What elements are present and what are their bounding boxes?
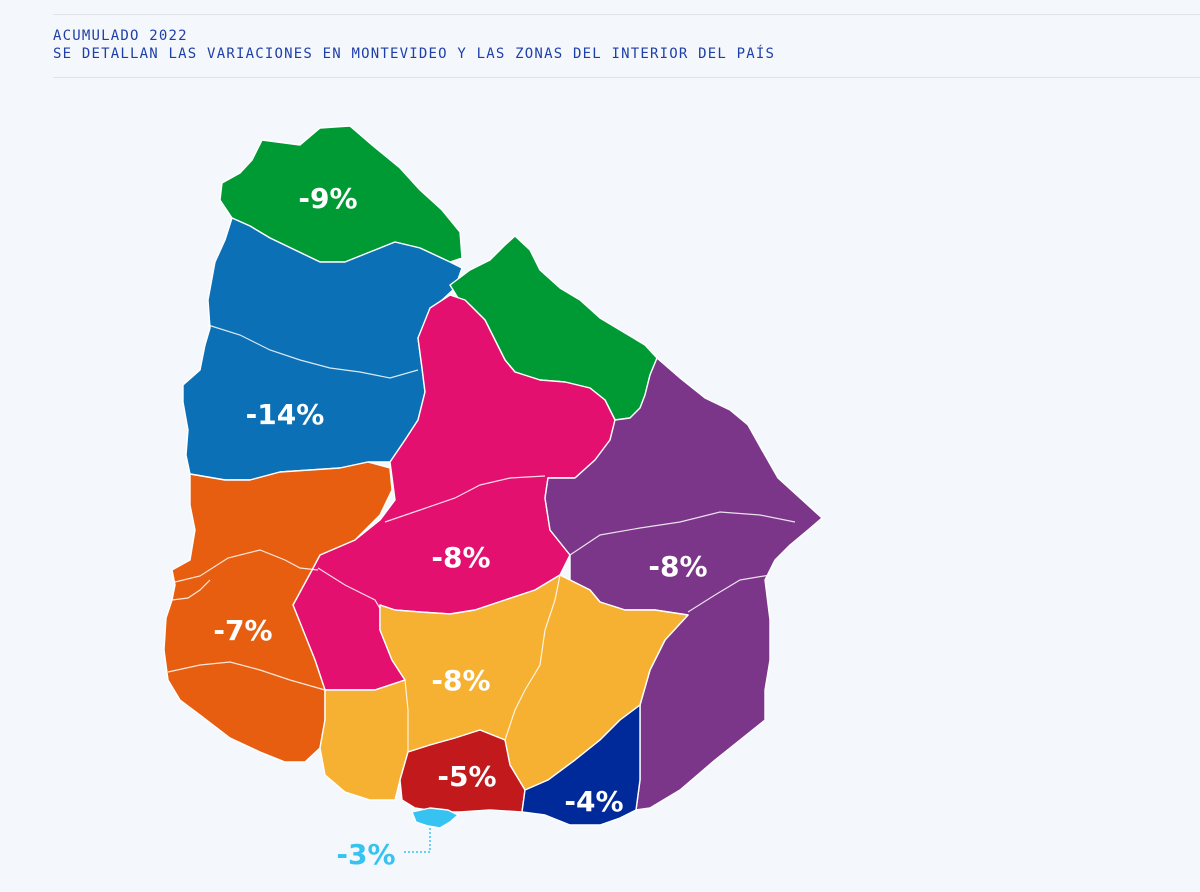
header-subtitle: SE DETALLAN LAS VARIACIONES EN MONTEVIDE…	[53, 46, 776, 62]
dept-border-florida-san-jose	[404, 679, 409, 752]
dept-border-salto-paysandu	[207, 324, 419, 379]
header-title: ACUMULADO 2022	[53, 28, 188, 44]
label-montevideo: -3%	[336, 838, 395, 871]
label-este: -8%	[648, 550, 707, 583]
label-canelones: -5%	[437, 760, 496, 793]
header-bottom-divider	[53, 77, 1200, 78]
label-litoral-sur: -7%	[213, 614, 272, 647]
label-centro-sur: -8%	[431, 664, 490, 697]
dept-border-soriano-colonia	[167, 661, 326, 691]
header: ACUMULADO 2022 SE DETALLAN LAS VARIACION…	[53, 27, 1173, 63]
dept-border-flores	[317, 567, 383, 613]
dept-border-rio-negro-soriano	[174, 549, 319, 583]
dept-border-cerro-largo	[569, 511, 796, 556]
region-montevideo[interactable]	[411, 807, 459, 829]
label-centro-norte: -8%	[431, 541, 490, 574]
region-maldonado[interactable]	[521, 704, 641, 826]
montevideo-leader-line	[404, 828, 431, 853]
label-maldonado: -4%	[564, 785, 623, 818]
dept-border-treinta-y-tres	[687, 574, 771, 613]
dept-border-tacuarembo-durazno	[384, 475, 546, 523]
label-norte-oeste: -9%	[298, 182, 357, 215]
label-litoral-norte: -14%	[246, 398, 325, 431]
dept-border-florida-lavalleja	[504, 574, 561, 741]
header-top-divider	[53, 14, 1200, 15]
dept-river-mouth	[171, 579, 211, 601]
